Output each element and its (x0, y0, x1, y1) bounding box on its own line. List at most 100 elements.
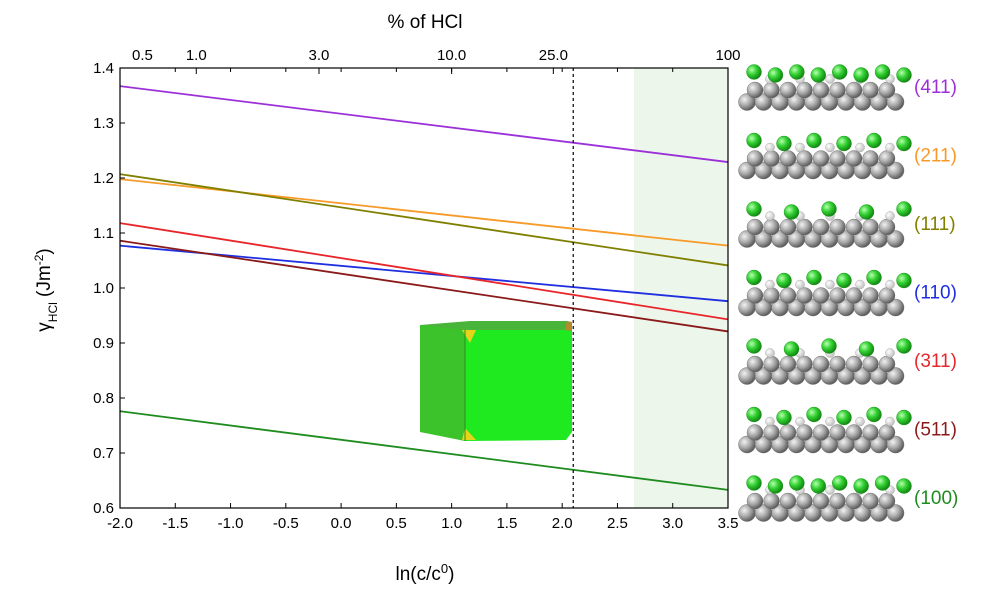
x-tick-label: 1.5 (496, 515, 517, 532)
x-tick-label: 2.0 (552, 515, 573, 532)
x-tick-label: 3.5 (718, 515, 739, 532)
top-axis-title: % of HCl (388, 12, 463, 33)
carbon-atom (886, 230, 905, 248)
carbon-atom (845, 492, 863, 510)
chlorine-atom (783, 341, 800, 357)
hydrogen-atom (795, 416, 805, 427)
series-line-311 (119, 222, 729, 321)
surface-panel-100: (100) (738, 475, 958, 522)
x-axis-title: ln(c/c0) (396, 561, 455, 586)
carbon-atom (862, 218, 879, 236)
chlorine-atom (810, 67, 826, 83)
x-tick-label: 3.0 (662, 515, 683, 532)
carbon-atom (829, 355, 846, 373)
surface-structure-panels: (411) (211) (111) (110) (311) (511) (100) (738, 64, 958, 522)
carbon-atom (878, 492, 896, 510)
x-tick-label: 0.0 (331, 515, 352, 532)
carbon-atom (829, 150, 846, 167)
chlorine-atom (806, 269, 822, 286)
chlorine-atom (866, 406, 882, 423)
hydrogen-atom (765, 416, 775, 427)
carbon-atom (878, 150, 896, 167)
chlorine-atom (821, 201, 837, 217)
hydrogen-atom (885, 348, 895, 358)
top-tick-label: 3.0 (309, 47, 330, 64)
y-axis-ticks: 0.6 0.7 0.8 0.9 1.0 1.1 1.2 1.3 1.4 (93, 60, 125, 517)
y-tick-label: 1.2 (93, 170, 114, 187)
carbon-atom (829, 218, 846, 236)
carbon-atom (886, 93, 905, 111)
y-tick-label: 0.7 (93, 445, 114, 462)
chlorine-atom (896, 67, 912, 83)
x-tick-label: -1.5 (162, 515, 188, 532)
crystal-shape-inset (420, 321, 572, 441)
carbon-atom (779, 81, 797, 99)
chlorine-atom (858, 341, 875, 357)
top-tick-label: 10.0 (437, 47, 466, 64)
surface-panel-411: (411) (738, 64, 957, 111)
carbon-atom (878, 424, 896, 441)
series-line-100 (119, 410, 729, 491)
carbon-atom (796, 492, 813, 510)
chlorine-atom (806, 406, 822, 423)
chlorine-atom (896, 409, 912, 426)
chlorine-atom (746, 132, 762, 149)
surface-panel-511: (511) (738, 406, 957, 454)
chlorine-atom (874, 64, 891, 80)
chlorine-atom (832, 475, 848, 491)
hydrogen-atom (765, 211, 775, 221)
carbon-atom (886, 367, 905, 385)
hydrogen-atom (825, 74, 835, 84)
top-tick-label: 100 (715, 47, 740, 64)
carbon-atom (796, 424, 813, 441)
carbon-atom (845, 150, 863, 167)
carbon-atom (746, 492, 764, 510)
carbon-atom (812, 287, 830, 304)
carbon-atom (862, 355, 879, 373)
y-tick-label: 0.8 (93, 390, 114, 407)
x-tick-label: -2.0 (107, 515, 133, 532)
chlorine-atom (821, 338, 837, 354)
chlorine-atom (866, 269, 882, 286)
hydrogen-atom (825, 142, 835, 153)
y-tick-label: 0.9 (93, 335, 114, 352)
carbon-atom (878, 355, 896, 373)
carbon-atom (886, 504, 905, 522)
surface-panel-211: (211) (738, 132, 957, 180)
carbon-atom (796, 81, 813, 99)
carbon-atom (763, 81, 780, 99)
carbon-atom (796, 150, 813, 167)
carbon-atom (862, 150, 879, 167)
carbon-atom (886, 435, 905, 454)
chlorine-atom (896, 338, 912, 354)
chlorine-atom (746, 406, 762, 423)
carbon-atom (812, 424, 830, 441)
crystal-top-face (420, 321, 572, 331)
y-tick-label: 1.4 (93, 60, 114, 77)
y-tick-label: 0.6 (93, 500, 114, 517)
facet-label: (311) (914, 351, 957, 372)
carbon-atom (829, 81, 846, 99)
hydrogen-atom (795, 142, 805, 153)
chlorine-atom (853, 478, 869, 494)
carbon-atom (779, 355, 797, 373)
chlorine-atom (896, 478, 912, 494)
chlorine-atom (767, 478, 784, 494)
carbon-atom (812, 150, 830, 167)
carbon-atom (845, 81, 863, 99)
carbon-atom (886, 298, 905, 317)
carbon-atom (746, 81, 764, 99)
chlorine-atom (874, 475, 891, 491)
x-tick-label: 1.0 (441, 515, 462, 532)
carbon-atom (812, 492, 830, 510)
surface-panel-110: (110) (738, 269, 957, 317)
x-tick-label: -1.0 (218, 515, 244, 532)
chlorine-atom (746, 475, 762, 491)
carbon-atom (845, 218, 863, 236)
chlorine-atom (836, 409, 852, 426)
facet-label: (511) (914, 420, 957, 441)
chlorine-atom (767, 67, 784, 83)
carbon-atom (886, 161, 905, 180)
top-tick-label: 25.0 (539, 47, 568, 64)
chlorine-atom (896, 272, 912, 289)
